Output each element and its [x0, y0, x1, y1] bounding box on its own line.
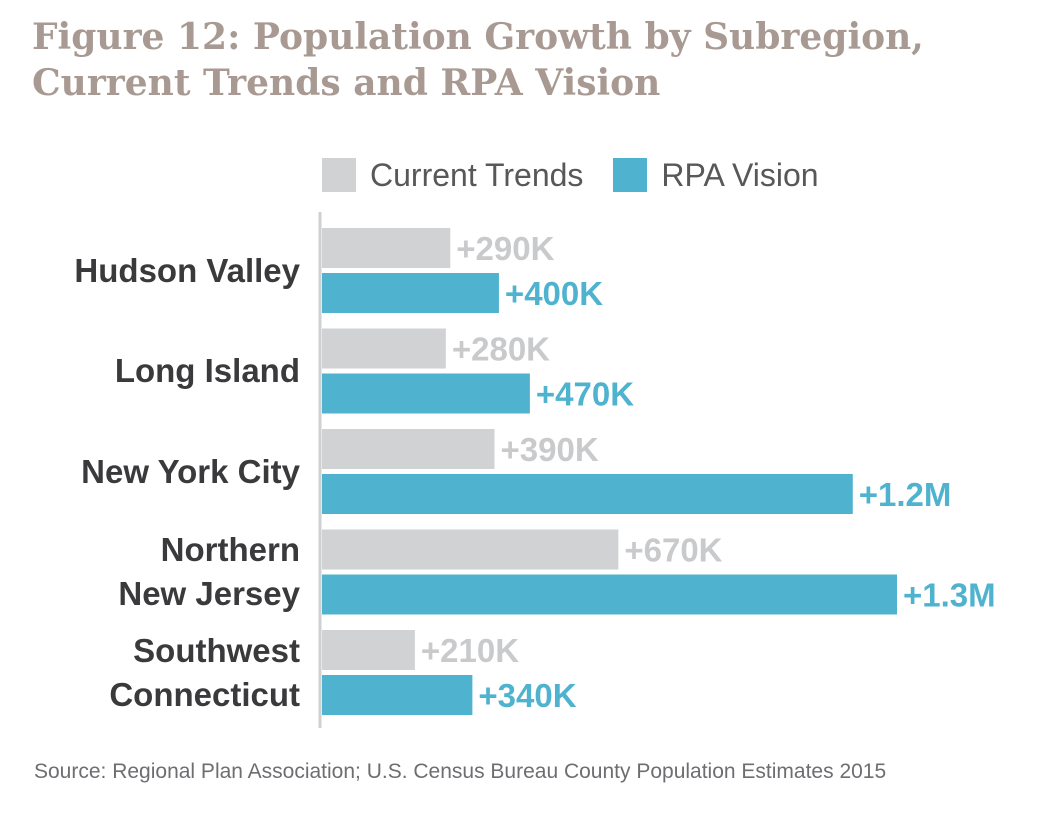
category-label-northern-new-jersey: Northern New Jersey: [118, 531, 300, 612]
chart-legend: Current Trends RPA Vision: [322, 156, 849, 194]
data-label-rpa-vision-long-island: +470K: [536, 376, 634, 413]
legend-swatch-current-trends: [322, 158, 356, 192]
data-label-rpa-vision-hudson-valley: +400K: [505, 275, 603, 312]
category-label-new-york-city: New York City: [81, 452, 300, 490]
legend-item-current-trends: Current Trends: [322, 157, 583, 194]
data-label-current-trends-northern-new-jersey: +670K: [624, 532, 722, 569]
bar-current-trends-new-york-city: [322, 429, 495, 469]
chart-title: Figure 12: Population Growth by Subregio…: [32, 14, 924, 106]
data-label-rpa-vision-northern-new-jersey: +1.3M: [903, 577, 996, 614]
bar-rpa-vision-new-york-city: [322, 474, 853, 514]
legend-label-current-trends: Current Trends: [370, 156, 584, 193]
chart-title-line-1: Figure 12: Population Growth by Subregio…: [32, 16, 924, 58]
bar-current-trends-long-island: [322, 328, 446, 369]
chart-title-line-2: Current Trends and RPA Vision: [32, 62, 661, 104]
category-label-long-island: Long Island: [114, 352, 300, 389]
legend-item-rpa-vision: RPA Vision: [613, 156, 819, 194]
legend-swatch-rpa-vision: [613, 158, 648, 192]
data-label-current-trends-new-york-city: +390K: [501, 431, 599, 468]
bar-rpa-vision-southwest-connecticut: [322, 675, 473, 715]
bar-current-trends-hudson-valley: [322, 228, 451, 268]
data-label-rpa-vision-new-york-city: +1.2M: [859, 476, 952, 513]
data-label-current-trends-hudson-valley: +290K: [456, 230, 554, 267]
bar-rpa-vision-long-island: [322, 373, 530, 414]
category-label-southwest-connecticut: Southwest Connecticut: [109, 631, 300, 713]
data-label-rpa-vision-southwest-connecticut: +340K: [478, 677, 576, 714]
source-note: Source: Regional Plan Association; U.S. …: [34, 760, 887, 783]
bar-current-trends-northern-new-jersey: [322, 529, 619, 570]
bar-rpa-vision-northern-new-jersey: [322, 574, 897, 615]
data-label-current-trends-long-island: +280K: [452, 331, 550, 368]
bar-current-trends-southwest-connecticut: [322, 630, 415, 670]
bar-rpa-vision-hudson-valley: [322, 273, 499, 313]
legend-label-rpa-vision: RPA Vision: [661, 156, 819, 193]
category-label-hudson-valley: Hudson Valley: [74, 251, 300, 289]
data-label-current-trends-southwest-connecticut: +210K: [421, 632, 519, 669]
